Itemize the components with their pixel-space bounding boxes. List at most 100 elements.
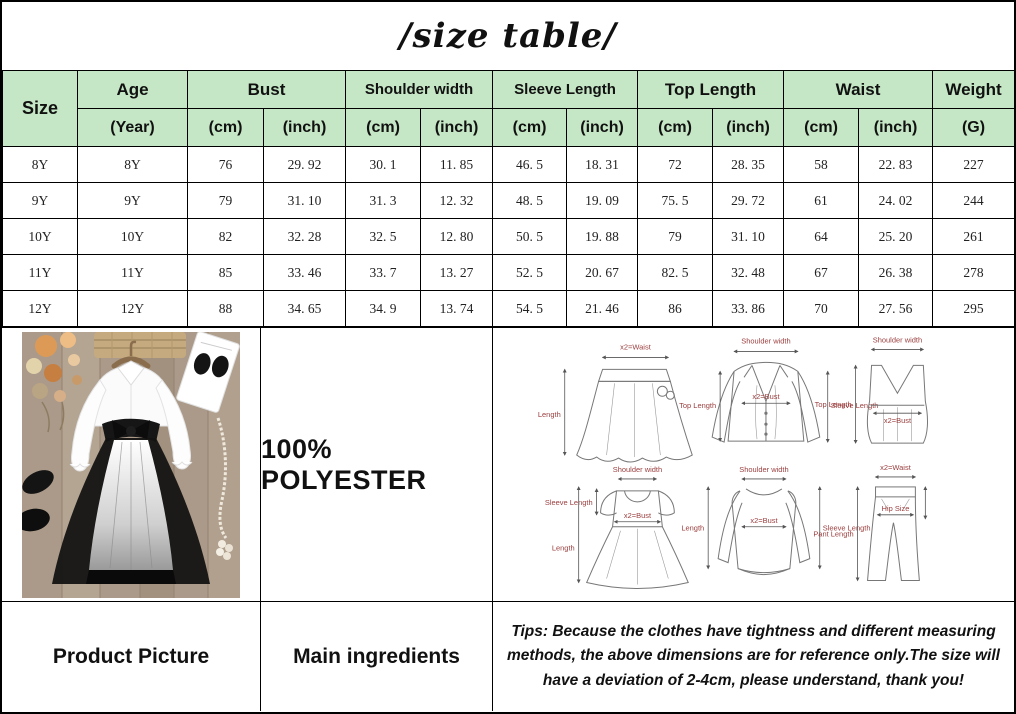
- table-cell: 33. 46: [263, 254, 346, 291]
- table-row: 11Y 11Y 85 33. 46 33. 7 13. 27 52. 5 20. 67 82. …: [2, 254, 1016, 291]
- table-cell: 12. 32: [419, 182, 494, 219]
- table-cell: 21. 46: [566, 290, 639, 327]
- table-cell: 295: [932, 290, 1016, 327]
- col-age: Age: [77, 70, 188, 109]
- col-weight: Weight: [932, 70, 1016, 109]
- table-cell: 52. 5: [492, 254, 568, 291]
- table-cell: 75. 5: [637, 182, 714, 219]
- col-waist: Waist: [783, 70, 934, 109]
- table-cell: 11Y: [77, 254, 188, 291]
- waist-bow: [102, 418, 160, 442]
- diagram-label: Shoulder width: [739, 464, 788, 473]
- table-cell: 82. 5: [637, 254, 714, 291]
- main-ingredients-label: Main ingredients: [293, 644, 460, 668]
- earring-card: [176, 331, 240, 413]
- table-cell: 10Y: [77, 218, 188, 255]
- diagram-label: Shoulder width: [872, 335, 921, 344]
- unit-g: (G): [932, 108, 1016, 147]
- shoes: [22, 469, 54, 531]
- page-title: /size table/: [399, 16, 617, 56]
- table-cell: 70: [783, 290, 860, 327]
- size-table-body: 8Y 8Y 76 29. 92 30. 1 11. 85 46. 5 18. 31 72 28. …: [2, 146, 1016, 327]
- table-cell: 85: [187, 254, 264, 291]
- unit-cm: (cm): [637, 108, 714, 147]
- table-cell: 54. 5: [492, 290, 568, 327]
- table-cell: 86: [637, 290, 714, 327]
- unit-inch: (inch): [566, 108, 639, 147]
- middle-band: 100% POLYESTER x2=Waist: [2, 327, 1014, 601]
- table-cell: 79: [187, 182, 264, 219]
- table-cell: 11. 85: [419, 146, 494, 183]
- table-cell: 227: [932, 146, 1016, 183]
- tips-text: Tips: Because the clothes have tightness…: [507, 623, 1000, 689]
- table-cell: 82: [187, 218, 264, 255]
- col-top-length: Top Length: [637, 70, 785, 109]
- table-cell: 31. 3: [345, 182, 421, 219]
- table-row: 12Y 12Y 88 34. 65 34. 9 13. 74 54. 5 21. 46 86 33…: [2, 290, 1016, 327]
- unit-year: (Year): [77, 108, 188, 147]
- unit-cm: (cm): [492, 108, 568, 147]
- col-size: Size: [2, 70, 78, 147]
- table-cell: 13. 74: [419, 290, 494, 327]
- table-cell: 8Y: [77, 146, 188, 183]
- title-band: /size table/: [2, 2, 1014, 70]
- sweater-diagram: Shoulder width Length x2=Bust Sleeve Len…: [681, 464, 870, 575]
- table-cell: 19. 09: [566, 182, 639, 219]
- measure-diagrams-cell: x2=Waist Length Shoulder width T: [493, 327, 1014, 601]
- table-cell: 12Y: [2, 290, 78, 327]
- table-cell: 61: [783, 182, 860, 219]
- table-cell: 48. 5: [492, 182, 568, 219]
- diagram-label: Shoulder width: [741, 336, 790, 345]
- diagram-label: Length: [551, 543, 574, 552]
- table-cell: 9Y: [2, 182, 78, 219]
- unit-inch: (inch): [419, 108, 494, 147]
- table-cell: 30. 1: [345, 146, 421, 183]
- table-cell: 22. 83: [858, 146, 934, 183]
- table-cell: 34. 9: [345, 290, 421, 327]
- diagram-label: x2=Bust: [623, 510, 651, 519]
- diagram-label: x2=Bust: [750, 515, 778, 524]
- table-cell: 18. 31: [566, 146, 639, 183]
- table-cell: 50. 5: [492, 218, 568, 255]
- dress-diagram: Shoulder width Sleeve Length x2=Bust Len…: [544, 464, 689, 589]
- table-cell: 13. 27: [419, 254, 494, 291]
- table-cell: 27. 56: [858, 290, 934, 327]
- table-row: 8Y 8Y 76 29. 92 30. 1 11. 85 46. 5 18. 31 72 28. …: [2, 146, 1016, 183]
- product-photo-cell: [2, 327, 261, 601]
- table-cell: 58: [783, 146, 860, 183]
- unit-cm: (cm): [187, 108, 264, 147]
- pearl-necklace: [216, 417, 233, 560]
- table-cell: 88: [187, 290, 264, 327]
- table-cell: 33. 7: [345, 254, 421, 291]
- unit-cm: (cm): [345, 108, 421, 147]
- product-picture-label: Product Picture: [52, 644, 210, 668]
- tips-cell: Tips: Because the clothes have tightness…: [493, 601, 1014, 711]
- diagram-label: Hip Size: [881, 503, 909, 512]
- table-cell: 24. 02: [858, 182, 934, 219]
- table-cell: 20. 67: [566, 254, 639, 291]
- table-cell: 29. 72: [712, 182, 785, 219]
- diagram-label: Length: [681, 523, 704, 532]
- table-cell: 64: [783, 218, 860, 255]
- unit-inch: (inch): [712, 108, 785, 147]
- unit-inch: (inch): [858, 108, 934, 147]
- header-row-1: Size Age Bust Shoulder width Sleeve Leng…: [2, 70, 1016, 147]
- diagram-label: x2=Bust: [752, 392, 780, 401]
- unit-cm: (cm): [783, 108, 860, 147]
- col-shoulder-width: Shoulder width: [344, 70, 494, 109]
- table-cell: 12Y: [77, 290, 188, 327]
- flowers: [26, 331, 82, 432]
- table-cell: 10Y: [2, 218, 78, 255]
- diagram-label: x2=Waist: [880, 462, 912, 471]
- table-cell: 76: [187, 146, 264, 183]
- diagram-label: Sleeve Length: [544, 497, 592, 506]
- diagram-label: x2=Waist: [620, 342, 652, 351]
- table-cell: 28. 35: [712, 146, 785, 183]
- blouse: [69, 359, 193, 472]
- table-cell: 19. 88: [566, 218, 639, 255]
- material-text: 100% POLYESTER: [261, 433, 427, 495]
- bottom-band: Product Picture Main ingredients Tips: B…: [2, 601, 1014, 711]
- table-cell: 79: [637, 218, 714, 255]
- table-cell: 72: [637, 146, 714, 183]
